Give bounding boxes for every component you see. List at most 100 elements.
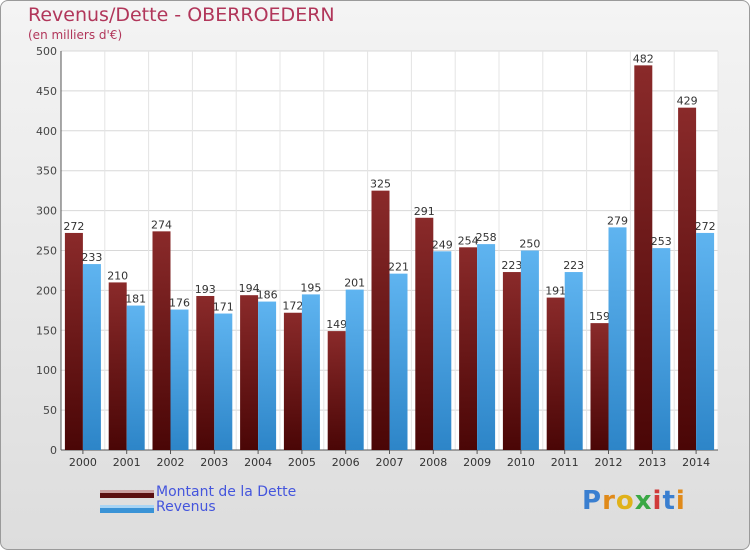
data-label-revenus: 249	[432, 238, 453, 251]
data-label-revenus: 223	[563, 259, 584, 272]
logo-letter: i	[675, 486, 686, 516]
bar-revenus	[345, 289, 364, 450]
data-label-revenus: 221	[388, 261, 409, 274]
bar-dette	[240, 295, 259, 450]
data-label-dette: 274	[151, 218, 172, 231]
logo-letter: t	[662, 486, 676, 516]
bar-dette	[634, 65, 653, 450]
x-tick-label: 2000	[69, 456, 97, 469]
bar-revenus	[126, 305, 145, 450]
bar-revenus	[652, 248, 671, 450]
bar-dette	[415, 217, 434, 450]
data-label-revenus: 272	[695, 220, 716, 233]
bar-dette	[196, 295, 215, 450]
bar-revenus	[564, 272, 583, 450]
logo-letter: r	[602, 486, 616, 516]
bar-dette	[502, 272, 521, 450]
x-tick-label: 2005	[288, 456, 316, 469]
data-label-revenus: 201	[344, 277, 365, 290]
y-tick-label: 250	[36, 245, 57, 258]
data-label-revenus: 176	[169, 297, 190, 310]
bar-revenus	[82, 264, 101, 450]
y-tick-label: 300	[36, 205, 57, 218]
x-tick-label: 2010	[507, 456, 535, 469]
data-label-dette: 210	[107, 269, 128, 282]
y-tick-label: 350	[36, 165, 57, 178]
x-tick-label: 2014	[682, 456, 710, 469]
data-label-revenus: 181	[125, 293, 146, 306]
data-label-revenus: 250	[519, 238, 540, 251]
data-label-dette: 149	[326, 318, 347, 331]
legend-label-dette: Montant de la Dette	[156, 484, 297, 500]
data-label-dette: 194	[239, 282, 260, 295]
bar-dette	[678, 107, 697, 451]
data-label-dette: 191	[545, 285, 566, 298]
bar-dette	[64, 232, 83, 450]
data-label-dette: 291	[414, 205, 435, 218]
bar-revenus	[696, 232, 715, 450]
y-tick-label: 450	[36, 85, 57, 98]
legend-swatch-dette	[100, 490, 154, 498]
x-tick-label: 2006	[332, 456, 360, 469]
chart-title: Revenus/Dette - OBERROEDERN	[28, 4, 335, 26]
y-tick-label: 150	[36, 324, 57, 337]
y-tick-label: 0	[50, 444, 57, 457]
data-label-dette: 159	[589, 310, 610, 323]
data-label-revenus: 186	[257, 289, 278, 302]
data-label-dette: 325	[370, 178, 391, 191]
data-label-revenus: 279	[607, 214, 628, 227]
data-label-dette: 172	[282, 300, 303, 313]
y-tick-label: 100	[36, 364, 57, 377]
bar-dette	[283, 312, 302, 450]
x-tick-label: 2001	[113, 456, 141, 469]
bar-revenus	[608, 227, 627, 450]
chart-subtitle: (en milliers d'€)	[28, 28, 123, 42]
bar-dette	[590, 323, 609, 450]
x-tick-label: 2003	[200, 456, 228, 469]
x-tick-label: 2013	[638, 456, 666, 469]
data-label-dette: 193	[195, 283, 216, 296]
bar-revenus	[389, 273, 408, 450]
bar-revenus	[170, 309, 189, 450]
bar-revenus	[433, 251, 452, 450]
data-label-dette: 429	[677, 95, 698, 108]
data-label-revenus: 171	[213, 301, 234, 314]
x-tick-label: 2009	[463, 456, 491, 469]
logo-letter: o	[615, 486, 635, 516]
bar-revenus	[477, 244, 496, 450]
bar-dette	[152, 231, 171, 450]
legend-swatch-revenus	[100, 505, 154, 513]
x-tick-label: 2002	[157, 456, 185, 469]
logo-letter: x	[634, 486, 653, 516]
bar-revenus	[258, 301, 277, 450]
x-tick-label: 2004	[244, 456, 272, 469]
data-label-dette: 254	[458, 234, 479, 247]
bar-revenus	[520, 250, 539, 450]
data-label-revenus: 195	[300, 281, 321, 294]
bar-dette	[371, 190, 390, 450]
logo-letter: i	[652, 486, 663, 516]
y-tick-label: 50	[43, 404, 57, 417]
y-tick-label: 400	[36, 125, 57, 138]
data-label-dette: 482	[633, 52, 654, 65]
bar-dette	[546, 297, 565, 450]
x-tick-label: 2011	[551, 456, 579, 469]
data-label-revenus: 233	[81, 251, 102, 264]
bar-dette	[327, 331, 346, 450]
x-tick-label: 2007	[376, 456, 404, 469]
x-tick-label: 2008	[419, 456, 447, 469]
logo-letter: P	[582, 486, 603, 516]
data-label-revenus: 253	[651, 235, 672, 248]
bar-revenus	[301, 294, 320, 450]
bar-dette	[459, 247, 478, 450]
y-tick-label: 200	[36, 284, 57, 297]
y-tick-label: 500	[36, 45, 57, 58]
data-label-dette: 272	[63, 220, 84, 233]
data-label-revenus: 258	[476, 231, 497, 244]
proxiti-logo: Proxiti	[582, 486, 686, 516]
bar-dette	[108, 282, 127, 450]
legend-label-revenus: Revenus	[156, 499, 216, 515]
bar-revenus	[214, 313, 233, 450]
data-label-dette: 223	[501, 259, 522, 272]
